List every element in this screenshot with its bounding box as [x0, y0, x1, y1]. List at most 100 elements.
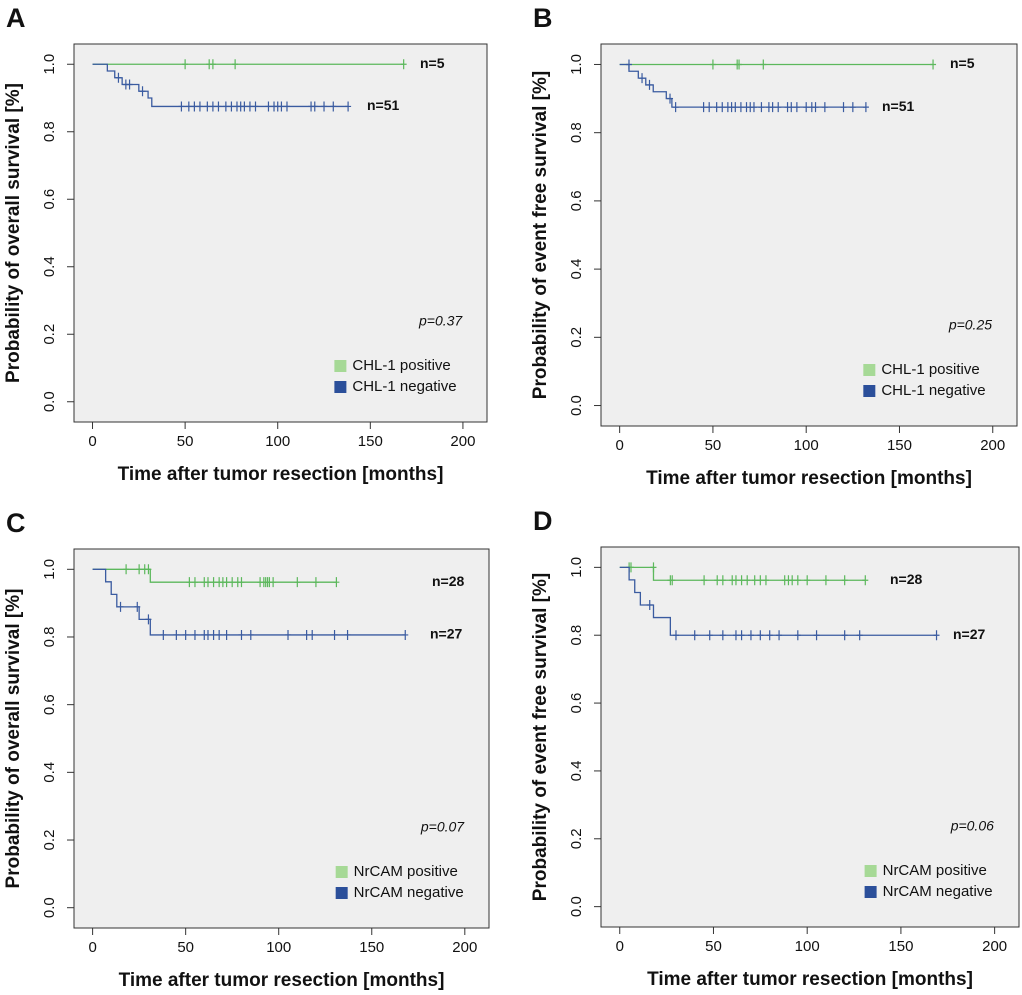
censor-mark — [223, 629, 230, 640]
censor-mark — [750, 102, 757, 113]
censor-mark — [757, 575, 764, 586]
y-tick-label: 0.2 — [568, 327, 585, 348]
legend-label: NrCAM positive — [883, 862, 987, 879]
y-axis-label: Probability of overall survival [%] — [3, 83, 24, 383]
censor-mark — [713, 102, 720, 113]
n-label: n=5 — [420, 55, 445, 71]
censor-mark — [241, 101, 248, 112]
x-tick-label: 200 — [452, 939, 477, 956]
censor-mark — [222, 101, 229, 112]
y-tick-label: 0.6 — [568, 190, 585, 211]
x-tick-label: 0 — [88, 433, 96, 450]
censor-mark — [270, 577, 277, 588]
p-value: p=0.06 — [950, 818, 994, 834]
panel-letter: C — [6, 508, 26, 538]
legend-label: CHL-1 positive — [881, 361, 979, 378]
censor-mark — [822, 575, 829, 586]
y-tick-label: 0.2 — [41, 830, 58, 851]
x-tick-label: 50 — [705, 938, 722, 955]
y-tick-label: 0.8 — [41, 627, 58, 648]
censor-mark — [732, 630, 739, 641]
panel-letter: D — [533, 506, 553, 536]
censor-mark — [115, 72, 122, 83]
censor-mark — [719, 102, 726, 113]
legend-label: NrCAM negative — [354, 884, 464, 901]
censor-mark — [803, 102, 810, 113]
legend-swatch — [335, 866, 348, 878]
censor-mark — [330, 101, 337, 112]
censor-mark — [182, 629, 189, 640]
legend-swatch — [863, 385, 876, 397]
y-axis-label: Probability of event free survival [%] — [530, 71, 551, 399]
y-tick-label: 0.4 — [41, 256, 58, 277]
censor-mark — [145, 564, 152, 575]
x-tick-label: 200 — [982, 938, 1007, 955]
x-tick-label: 50 — [705, 437, 722, 454]
n-label: n=27 — [953, 626, 986, 642]
y-tick-label: 0.2 — [568, 828, 585, 849]
y-axis-label: Probability of event free survival [%] — [530, 573, 551, 901]
n-label: n=51 — [882, 98, 915, 114]
y-tick-label: 0.6 — [41, 694, 58, 715]
censor-mark — [191, 101, 198, 112]
y-tick-label: 0.8 — [568, 625, 585, 646]
censor-mark — [139, 86, 146, 97]
y-tick-label: 0.0 — [568, 896, 585, 917]
censor-mark — [178, 101, 185, 112]
censor-mark — [732, 102, 739, 113]
legend-swatch — [335, 887, 348, 899]
x-tick-label: 200 — [450, 433, 475, 450]
plot-area — [600, 546, 1020, 928]
censor-mark — [758, 102, 765, 113]
censor-mark — [856, 630, 863, 641]
survival-curve — [92, 568, 406, 636]
y-tick-label: 1.0 — [568, 557, 585, 578]
y-tick-label: 0.4 — [568, 760, 585, 781]
censor-mark — [672, 630, 679, 641]
censor-mark — [160, 629, 167, 640]
x-axis-label: Time after tumor resection [months] — [647, 969, 973, 990]
censor-mark — [862, 102, 869, 113]
x-tick-label: 100 — [265, 433, 290, 450]
censor-mark — [229, 577, 236, 588]
censor-mark — [191, 629, 198, 640]
censor-mark — [210, 577, 217, 588]
censor-mark — [311, 101, 318, 112]
censor-mark — [849, 102, 856, 113]
censor-mark — [204, 101, 211, 112]
censor-mark — [821, 102, 828, 113]
censor-mark — [196, 101, 203, 112]
censor-mark — [738, 630, 745, 641]
censor-mark — [691, 630, 698, 641]
legend-swatch — [334, 381, 347, 393]
y-axis-label: Probability of overall survival [%] — [3, 589, 24, 889]
censor-mark — [766, 630, 773, 641]
censor-mark — [738, 575, 745, 586]
censor-mark — [209, 101, 216, 112]
censor-mark — [841, 575, 848, 586]
censor-mark — [312, 577, 319, 588]
censor-mark — [294, 577, 301, 588]
censor-mark — [333, 577, 340, 588]
p-value: p=0.37 — [418, 313, 463, 329]
x-tick-label: 200 — [980, 437, 1005, 454]
y-tick-label: 0.8 — [41, 121, 58, 142]
x-tick-label: 100 — [266, 939, 291, 956]
censor-mark — [400, 59, 407, 70]
censor-mark — [789, 575, 796, 586]
y-tick-label: 1.0 — [568, 54, 585, 75]
n-label: n=27 — [430, 626, 463, 642]
censor-mark — [646, 600, 653, 611]
p-value: p=0.25 — [948, 317, 992, 333]
censor-mark — [701, 575, 708, 586]
censor-mark — [232, 59, 239, 70]
x-axis-label: Time after tumor resection [months] — [646, 468, 972, 489]
x-tick-label: 150 — [888, 938, 913, 955]
censor-mark — [238, 629, 245, 640]
y-tick-label: 0.8 — [568, 122, 585, 143]
censor-mark — [700, 102, 707, 113]
censor-mark — [285, 629, 292, 640]
censor-mark — [776, 630, 783, 641]
censor-mark — [625, 59, 632, 70]
legend-label: CHL-1 negative — [352, 378, 456, 395]
